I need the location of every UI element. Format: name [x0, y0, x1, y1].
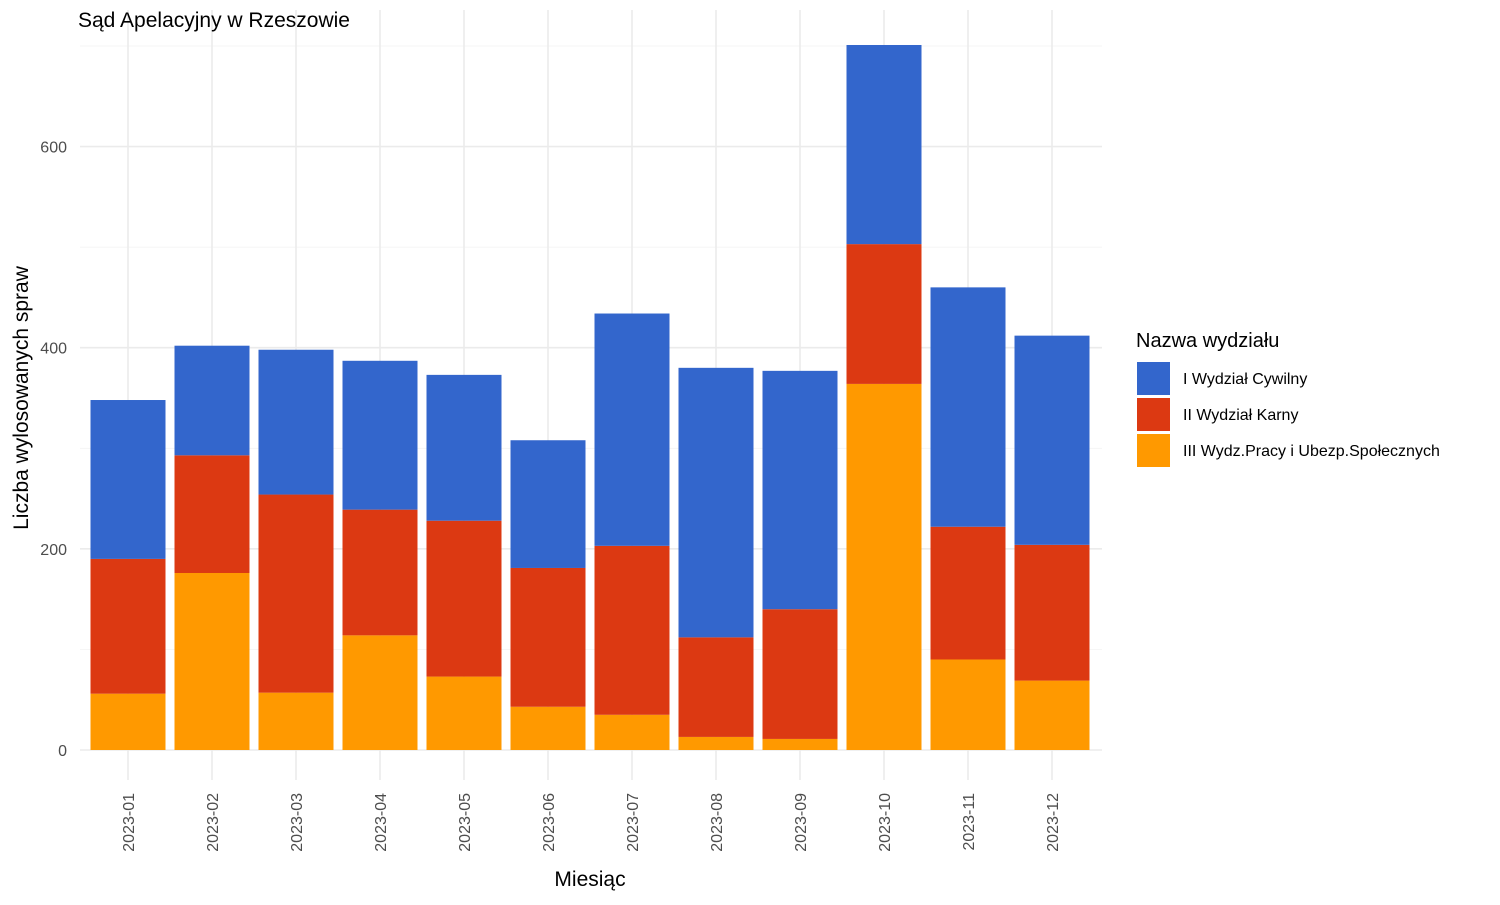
legend-label: I Wydział Cywilny	[1183, 371, 1307, 388]
x-axis-ticks: 2023-01 2023-02 2023-03 2023-04 2023-05 2023-…	[121, 793, 1062, 852]
bar-segment	[258, 494, 334, 693]
x-tick-label: 2023-10	[877, 793, 894, 852]
bar-segment	[930, 287, 1006, 527]
x-tick-label: 2023-02	[205, 793, 222, 852]
bar-segment	[930, 526, 1006, 660]
bar-segment	[342, 635, 418, 750]
x-tick-label: 2023-11	[961, 793, 978, 851]
bar-segment	[258, 692, 334, 750]
bar-segment	[426, 374, 502, 521]
bar-segment	[762, 609, 838, 739]
bar-segment	[90, 400, 166, 559]
bar-segment	[90, 558, 166, 694]
x-tick-label: 2023-07	[625, 793, 642, 852]
x-tick-label: 2023-12	[1045, 793, 1062, 852]
bar-segment	[846, 383, 922, 750]
legend-key	[1137, 398, 1170, 431]
y-tick-label: 600	[40, 140, 67, 157]
bar-segment	[1014, 335, 1090, 545]
bar-segment	[426, 676, 502, 750]
x-tick-label: 2023-09	[793, 793, 810, 852]
y-axis-label: Liczba wylosowanych spraw	[10, 265, 33, 530]
bar-segment	[342, 360, 418, 510]
legend-key	[1137, 362, 1170, 395]
chart-title: Sąd Apelacyjny w Rzeszowie	[78, 9, 350, 32]
bar-segment	[1014, 680, 1090, 750]
bar-segment	[678, 637, 754, 737]
bar-segment	[174, 572, 250, 750]
bar-segment	[930, 659, 1006, 750]
bar-segment	[594, 714, 670, 750]
x-tick-label: 2023-03	[289, 793, 306, 852]
legend-key	[1137, 434, 1170, 467]
bars	[90, 44, 1090, 750]
bar-segment	[846, 44, 922, 245]
x-tick-label: 2023-04	[373, 793, 390, 852]
bar-segment	[426, 520, 502, 677]
bar-segment	[846, 244, 922, 384]
x-tick-label: 2023-05	[457, 793, 474, 852]
bar-segment	[762, 738, 838, 750]
y-tick-label: 0	[58, 743, 67, 760]
bar-segment	[510, 440, 586, 568]
legend-label: III Wydz.Pracy i Ubezp.Społecznych	[1183, 443, 1440, 460]
x-tick-label: 2023-08	[709, 793, 726, 852]
bar-segment	[1014, 544, 1090, 681]
y-axis-ticks: 0 200 400 600	[40, 140, 67, 760]
legend-items: I Wydział Cywilny II Wydział Karny III Wyd…	[1137, 362, 1440, 467]
bar-segment	[762, 370, 838, 610]
x-tick-label: 2023-01	[121, 793, 138, 852]
legend: Nazwa wydziału I Wydział Cywilny II Wydzi…	[1136, 330, 1440, 467]
y-tick-label: 400	[40, 341, 67, 358]
bar-segment	[678, 736, 754, 750]
bar-segment	[510, 567, 586, 707]
bar-segment	[174, 455, 250, 573]
bar-segment	[258, 349, 334, 495]
x-tick-label: 2023-06	[541, 793, 558, 852]
legend-title: Nazwa wydziału	[1136, 330, 1279, 352]
bar-segment	[90, 693, 166, 750]
x-axis-label: Miesiąc	[554, 868, 625, 891]
bar-segment	[594, 545, 670, 715]
bar-segment	[174, 345, 250, 456]
bar-segment	[678, 367, 754, 638]
bar-segment	[342, 509, 418, 636]
legend-label: II Wydział Karny	[1183, 407, 1298, 424]
y-tick-label: 200	[40, 542, 67, 559]
bar-segment	[510, 706, 586, 750]
bar-segment	[594, 313, 670, 546]
